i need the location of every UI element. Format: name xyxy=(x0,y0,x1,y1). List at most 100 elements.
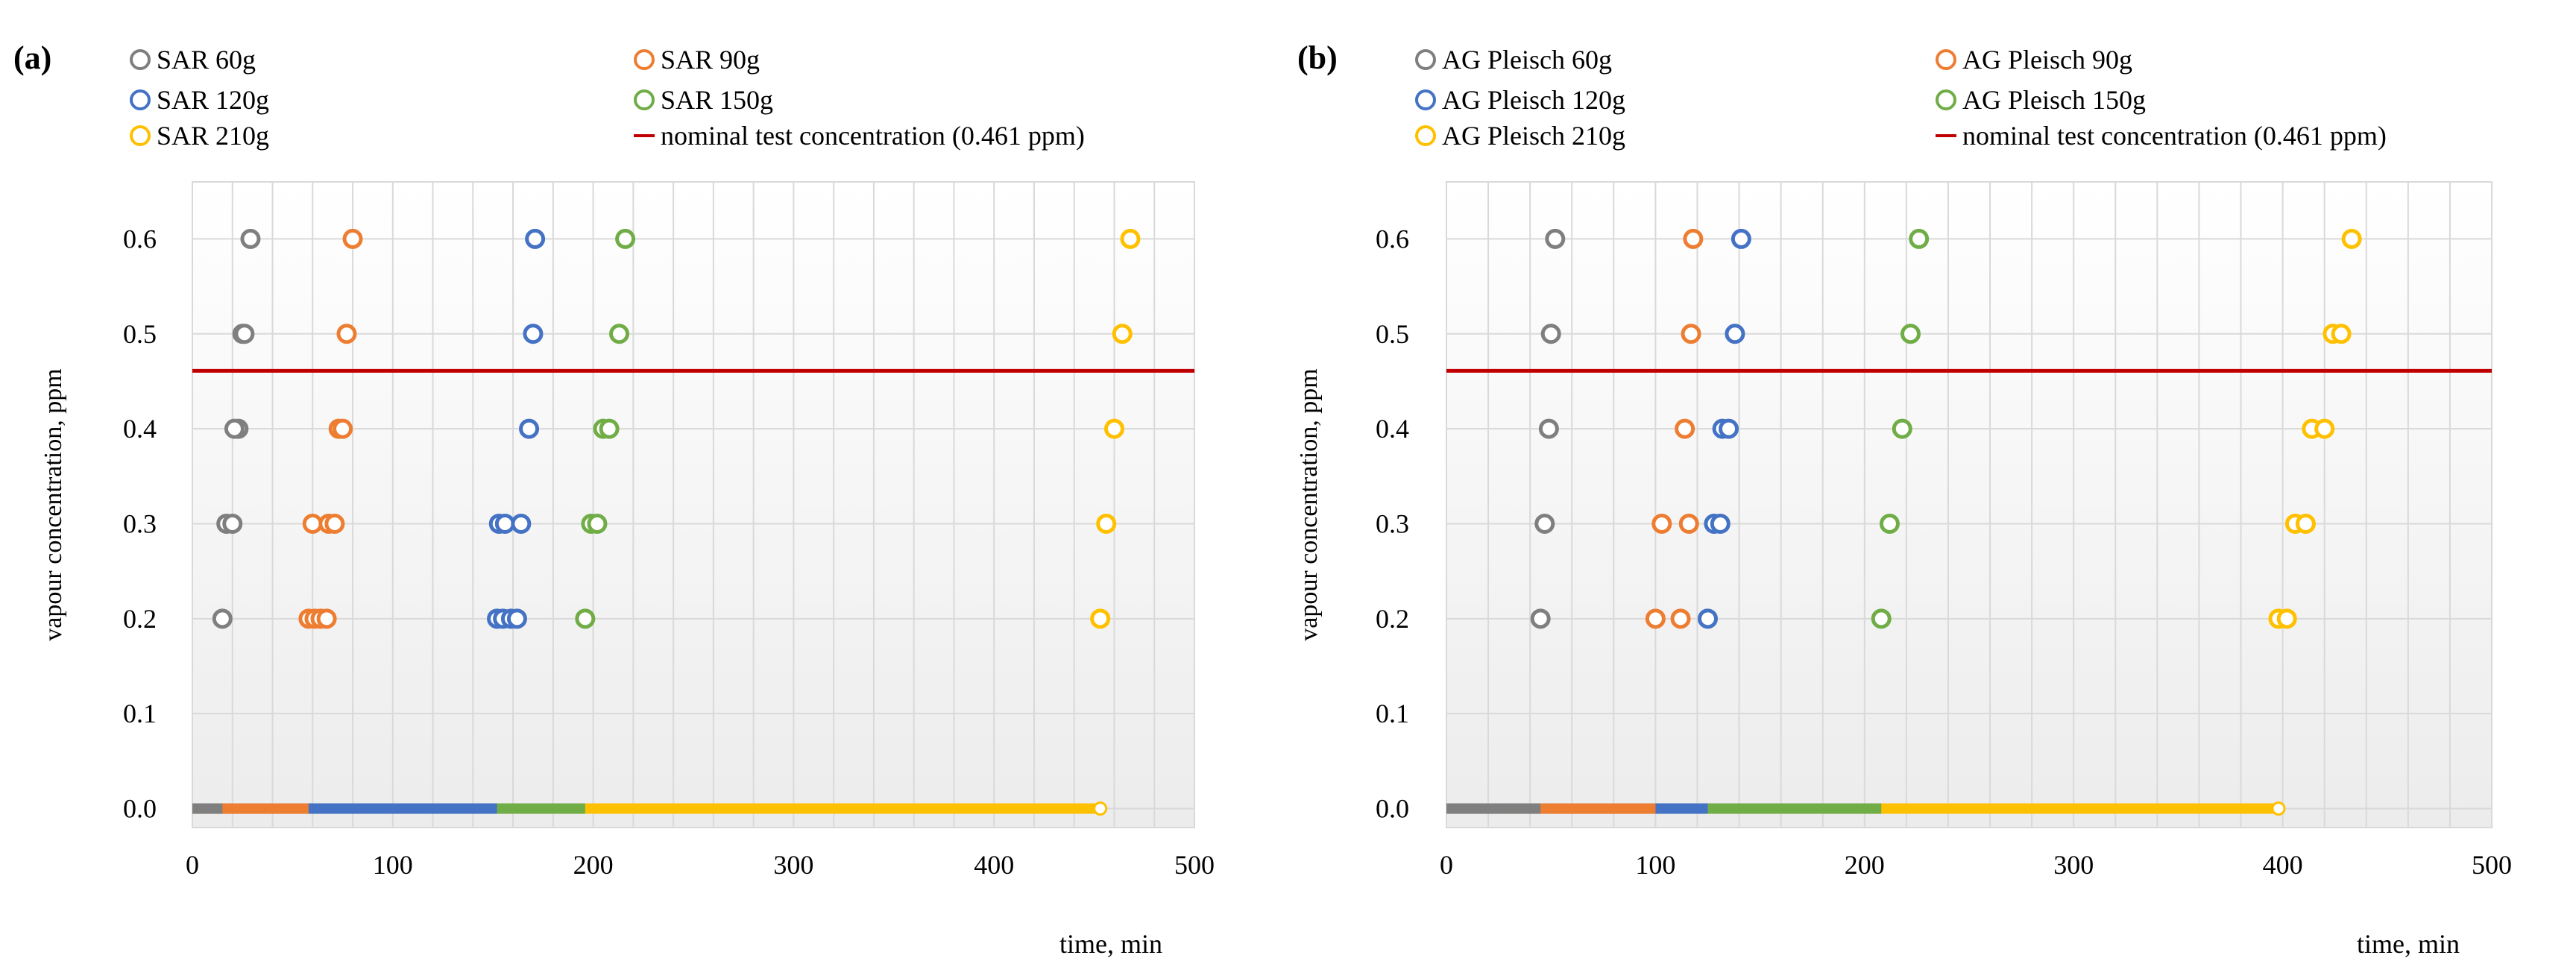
data-point xyxy=(609,324,630,344)
data-point xyxy=(511,513,532,534)
data-point xyxy=(1678,513,1699,534)
y-tick-label: 0.4 xyxy=(123,414,157,444)
data-point xyxy=(519,418,540,439)
data-point xyxy=(1698,608,1718,629)
x-tick-label: 200 xyxy=(1845,850,1885,880)
data-point xyxy=(1530,608,1551,629)
panel-a: (a) SAR 60g SAR 90g SAR 120g SAR 150g SAR 21… xyxy=(13,40,1215,959)
data-point xyxy=(1719,418,1739,439)
x-tick-label: 0 xyxy=(186,850,199,880)
data-point xyxy=(1731,228,1751,249)
data-point xyxy=(1675,418,1695,439)
y-axis-label: vapour concentration, ppm xyxy=(40,368,67,640)
data-point xyxy=(333,418,353,439)
data-point xyxy=(1909,228,1930,249)
data-point xyxy=(2276,608,2297,629)
legend-marker xyxy=(634,49,655,70)
legend: AG Pleisch 60g AG Pleisch 90g AG Pleisch 1… xyxy=(1415,45,2387,151)
data-point xyxy=(1725,324,1745,344)
legend-label: nominal test concentration (0.461 ppm) xyxy=(661,121,1085,151)
y-tick-label: 0.2 xyxy=(1376,604,1409,634)
y-tick-label: 0.0 xyxy=(123,794,157,824)
legend-label: AG Pleisch 90g xyxy=(1962,45,2132,75)
legend-label: SAR 120g xyxy=(157,85,269,115)
x-axis-label: time, min xyxy=(2357,929,2460,959)
data-point xyxy=(1892,418,1912,439)
x-tick-label: 400 xyxy=(974,850,1014,880)
x-tick-labels: 0 100 200 300 400 500 xyxy=(1440,850,2512,880)
data-point xyxy=(599,418,620,439)
baseline-bar xyxy=(192,803,223,814)
x-tick-label: 300 xyxy=(773,850,813,880)
data-point xyxy=(575,608,596,629)
data-points xyxy=(212,228,1141,629)
data-point xyxy=(1103,418,1124,439)
y-tick-label: 0.1 xyxy=(123,699,157,728)
x-axis-label: time, min xyxy=(1059,929,1162,959)
legend-marker xyxy=(1415,89,1436,110)
y-tick-label: 0.4 xyxy=(1376,414,1409,444)
legend-marker xyxy=(130,49,151,70)
data-point xyxy=(1120,228,1141,249)
data-point xyxy=(506,608,527,629)
legend-marker xyxy=(1936,89,1956,110)
baseline-bars xyxy=(192,801,1108,816)
y-axis-label: vapour concentration, ppm xyxy=(1295,368,1323,640)
legend-label: AG Pleisch 210g xyxy=(1442,121,1625,151)
data-point xyxy=(234,324,255,344)
data-point xyxy=(615,228,636,249)
data-point xyxy=(1645,608,1666,629)
plot-area xyxy=(1446,181,2492,828)
y-tick-label: 0.2 xyxy=(123,604,157,634)
y-tick-label: 0.5 xyxy=(123,319,157,349)
legend-label: nominal test concentration (0.461 ppm) xyxy=(1962,121,2387,151)
legend-marker xyxy=(1415,49,1436,70)
data-point xyxy=(2341,228,2362,249)
x-tick-label: 500 xyxy=(2472,850,2512,880)
legend-label: AG Pleisch 60g xyxy=(1442,45,1612,75)
data-point xyxy=(1670,608,1691,629)
data-point xyxy=(240,228,261,249)
data-point xyxy=(1879,513,1900,534)
y-tick-label: 0.5 xyxy=(1376,319,1409,349)
x-tick-label: 100 xyxy=(1635,850,1675,880)
y-tick-label: 0.3 xyxy=(123,508,157,538)
legend: SAR 60g SAR 90g SAR 120g SAR 150g SAR 210g no… xyxy=(130,45,1085,151)
data-point xyxy=(587,513,608,534)
data-point xyxy=(1538,418,1559,439)
legend-marker xyxy=(634,89,655,110)
legend-label: AG Pleisch 120g xyxy=(1442,85,1625,115)
legend-marker xyxy=(130,89,151,110)
legend-label: SAR 210g xyxy=(157,121,269,151)
data-points xyxy=(1530,228,2362,629)
data-point xyxy=(525,228,546,249)
legend-label: SAR 90g xyxy=(661,45,760,75)
data-point xyxy=(1112,324,1133,344)
y-tick-labels: 0.0 0.1 0.2 0.3 0.4 0.5 0.6 xyxy=(1376,224,1409,823)
y-tick-label: 0.6 xyxy=(123,224,157,253)
y-tick-labels: 0.0 0.1 0.2 0.3 0.4 0.5 0.6 xyxy=(123,224,157,823)
data-point xyxy=(316,608,337,629)
y-tick-label: 0.0 xyxy=(1376,794,1409,824)
legend-marker xyxy=(1415,125,1436,146)
data-point xyxy=(324,513,345,534)
data-point xyxy=(2331,324,2352,344)
data-point xyxy=(336,324,357,344)
data-point xyxy=(1534,513,1555,534)
data-point xyxy=(2295,513,2316,534)
baseline-end-marker xyxy=(2271,801,2286,816)
baseline-bars xyxy=(1446,801,2286,816)
data-point xyxy=(222,513,243,534)
data-point xyxy=(302,513,323,534)
data-point xyxy=(1651,513,1672,534)
x-tick-label: 300 xyxy=(2053,850,2094,880)
x-tick-label: 0 xyxy=(1440,850,1453,880)
data-point xyxy=(212,608,233,629)
data-point xyxy=(494,513,515,534)
x-tick-label: 400 xyxy=(2263,850,2303,880)
legend-marker xyxy=(1936,49,1956,70)
x-tick-label: 500 xyxy=(1174,850,1215,880)
y-tick-label: 0.6 xyxy=(1376,224,1409,253)
